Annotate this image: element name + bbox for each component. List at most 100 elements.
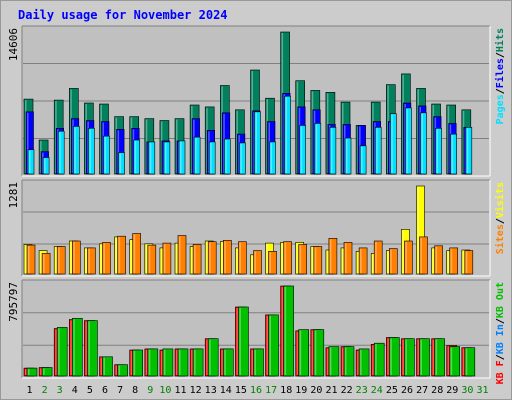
bar-hits-files-pages-pages-day-3 <box>57 130 65 175</box>
bar-hits-files-pages-pages-day-10 <box>163 141 171 175</box>
day-label-10: 10 <box>159 385 171 396</box>
bar-hits-files-pages-pages-day-16 <box>254 111 261 175</box>
day-label-15: 15 <box>235 385 247 396</box>
bar-sites-visits-sites-day-14 <box>223 240 232 275</box>
bar-sites-visits-sites-day-29 <box>449 247 459 275</box>
bar-hits-files-pages-pages-day-4 <box>73 126 80 175</box>
bar-hits-files-pages-pages-day-22 <box>344 137 352 175</box>
day-label-29: 29 <box>446 385 458 396</box>
day-label-19: 19 <box>295 385 307 396</box>
bar-kbytes-kb-out-day-20 <box>313 329 325 377</box>
bar-kbytes-kb-out-day-18 <box>283 285 294 377</box>
day-label-14: 14 <box>220 385 232 396</box>
bar-hits-files-pages-pages-day-6 <box>103 135 110 175</box>
bar-hits-files-pages-pages-day-13 <box>208 141 216 175</box>
bar-kbytes-kb-out-day-16 <box>253 348 264 377</box>
bar-hits-files-pages-pages-day-24 <box>374 127 382 175</box>
bar-kbytes-kb-out-day-9 <box>147 348 159 377</box>
bar-sites-visits-sites-day-19 <box>298 244 308 275</box>
bar-hits-files-pages-pages-day-5 <box>88 128 95 175</box>
day-label-3: 3 <box>57 385 63 396</box>
bar-hits-files-pages-pages-day-15 <box>239 142 246 175</box>
bar-hits-files-pages-pages-day-1 <box>27 149 35 175</box>
day-label-5: 5 <box>87 385 93 396</box>
legend-sites-visits: Sites/Visits <box>494 182 506 254</box>
bar-hits-files-pages-pages-day-29 <box>450 133 458 175</box>
bar-kbytes-kb-out-day-2 <box>41 367 53 377</box>
bar-kbytes-kb-out-day-11 <box>177 348 189 377</box>
chart-title: Daily usage for November 2024 <box>18 8 228 22</box>
day-label-12: 12 <box>190 385 202 396</box>
day-label-9: 9 <box>147 385 153 396</box>
bar-kbytes-kb-out-day-27 <box>419 338 430 377</box>
bar-hits-files-pages-pages-day-7 <box>118 152 125 175</box>
bar-hits-files-pages-pages-day-12 <box>193 136 201 175</box>
bar-hits-files-pages-pages-day-14 <box>224 138 231 175</box>
bar-kbytes-kb-out-day-24 <box>373 342 385 377</box>
bar-kbytes-kb-out-day-14 <box>223 348 234 377</box>
bar-sites-visits-sites-day-28 <box>434 245 443 275</box>
bar-sites-visits-sites-day-1 <box>26 244 36 275</box>
bar-kbytes-kb-out-day-5 <box>87 320 98 377</box>
day-label-22: 22 <box>341 385 353 396</box>
bar-hits-files-pages-pages-day-30 <box>465 127 473 175</box>
bar-kbytes-kb-out-day-30 <box>464 347 476 377</box>
day-label-23: 23 <box>356 385 368 396</box>
bar-sites-visits-sites-day-11 <box>177 235 187 275</box>
bar-kbytes-kb-out-day-26 <box>404 338 415 377</box>
day-label-13: 13 <box>205 385 217 396</box>
ymax-label-sites-visits: 1281 <box>7 182 20 209</box>
day-label-17: 17 <box>265 385 277 396</box>
bar-hits-files-pages-pages-day-23 <box>359 145 367 175</box>
bar-sites-visits-sites-day-12 <box>192 244 202 275</box>
bar-hits-files-pages-pages-day-19 <box>299 125 307 175</box>
day-label-24: 24 <box>371 385 383 396</box>
bar-sites-visits-sites-day-8 <box>132 233 141 275</box>
bar-sites-visits-sites-day-24 <box>373 240 383 275</box>
bar-hits-files-pages-pages-day-21 <box>329 127 337 175</box>
day-label-31: 31 <box>476 385 488 396</box>
bar-kbytes-kb-out-day-10 <box>162 348 174 377</box>
bar-sites-visits-sites-day-18 <box>283 241 292 275</box>
bar-kbytes-kb-out-day-28 <box>434 338 445 377</box>
bar-sites-visits-sites-day-9 <box>147 244 157 275</box>
bar-sites-visits-sites-day-16 <box>253 250 262 275</box>
legend-kbytes: KB F/KB In/KB Out <box>495 282 506 384</box>
day-label-27: 27 <box>416 385 428 396</box>
bar-sites-visits-sites-day-20 <box>313 246 323 275</box>
bar-kbytes-kb-out-day-4 <box>72 317 83 377</box>
day-label-18: 18 <box>280 385 292 396</box>
bar-hits-files-pages-pages-day-17 <box>269 141 276 175</box>
ymax-label-hits-files-pages: 14606 <box>7 28 20 61</box>
bar-hits-files-pages-pages-day-20 <box>314 123 322 175</box>
bar-sites-visits-sites-day-3 <box>56 246 66 275</box>
day-label-21: 21 <box>325 385 337 396</box>
bar-sites-visits-sites-day-10 <box>162 242 172 275</box>
bar-kbytes-kb-out-day-17 <box>268 314 279 377</box>
bar-kbytes-kb-out-day-25 <box>388 337 400 377</box>
bar-sites-visits-sites-day-22 <box>343 242 353 275</box>
bar-hits-files-pages-pages-day-11 <box>178 140 186 175</box>
bar-hits-files-pages-pages-day-25 <box>389 113 397 175</box>
bar-sites-visits-sites-day-25 <box>388 248 398 275</box>
day-label-25: 25 <box>386 385 398 396</box>
bar-kbytes-kb-out-day-22 <box>343 346 355 377</box>
bar-kbytes-kb-out-day-6 <box>102 356 113 377</box>
bar-sites-visits-sites-day-6 <box>102 242 111 275</box>
bar-hits-files-pages-pages-day-28 <box>435 128 442 175</box>
day-label-2: 2 <box>42 385 48 396</box>
day-label-16: 16 <box>250 385 262 396</box>
bar-kbytes-kb-out-day-8 <box>132 349 143 377</box>
day-label-30: 30 <box>461 385 473 396</box>
bar-kbytes-kb-out-day-7 <box>117 364 128 377</box>
bar-kbytes-kb-out-day-3 <box>56 327 68 377</box>
bar-kbytes-kb-out-day-19 <box>298 329 310 377</box>
bar-kbytes-kb-out-day-12 <box>192 348 204 377</box>
bar-kbytes-kb-out-day-15 <box>238 306 249 377</box>
bar-sites-visits-sites-day-30 <box>464 250 474 275</box>
bar-hits-files-pages-pages-day-2 <box>42 157 50 175</box>
day-label-8: 8 <box>132 385 138 396</box>
day-label-28: 28 <box>431 385 443 396</box>
bar-sites-visits-sites-day-23 <box>358 247 368 275</box>
bar-sites-visits-sites-day-27 <box>419 236 428 275</box>
